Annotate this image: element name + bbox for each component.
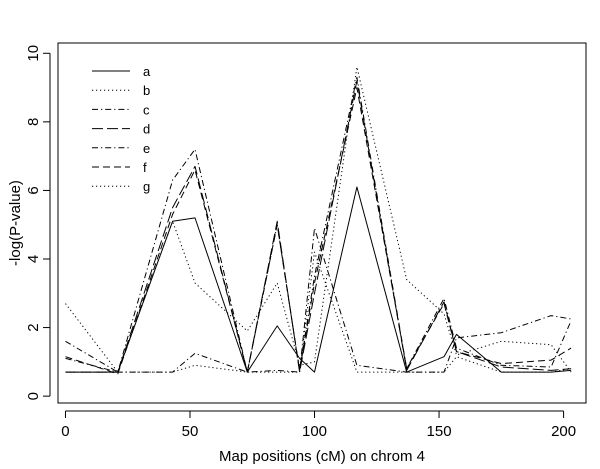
y-axis: 0 2 4 6 8 10 xyxy=(25,45,51,400)
legend-label-c: c xyxy=(143,102,150,117)
legend-label-g: g xyxy=(143,179,150,194)
y-tick-label: 0 xyxy=(25,392,42,400)
y-tick-label: 6 xyxy=(25,186,42,194)
y-axis-label: -log(P-value) xyxy=(7,180,24,266)
legend-label-a: a xyxy=(143,64,151,79)
series-line-f xyxy=(65,87,572,375)
plot-frame xyxy=(57,42,587,404)
y-tick-label: 10 xyxy=(25,45,42,62)
legend-label-b: b xyxy=(143,83,150,98)
series-line-g xyxy=(65,251,572,373)
series-line-d xyxy=(65,80,572,373)
y-tick-label: 2 xyxy=(25,323,42,331)
series-line-e xyxy=(65,76,572,373)
series-line-b xyxy=(65,66,572,373)
series-layer xyxy=(65,66,572,375)
x-tick-label: 150 xyxy=(427,423,452,440)
x-tick-label: 0 xyxy=(61,423,69,440)
y-tick-label: 4 xyxy=(25,255,42,263)
x-axis: 0 50 100 150 200 xyxy=(61,410,576,440)
series-line-a xyxy=(65,186,572,373)
legend-label-d: d xyxy=(143,122,150,137)
x-tick-label: 100 xyxy=(302,423,327,440)
legend-label-e: e xyxy=(143,141,150,156)
series-line-c xyxy=(65,227,572,373)
x-axis-label: Map positions (cM) on chrom 4 xyxy=(219,448,425,465)
x-tick-label: 200 xyxy=(551,423,576,440)
x-tick-label: 50 xyxy=(182,423,199,440)
y-tick-label: 8 xyxy=(25,118,42,126)
legend-label-f: f xyxy=(143,160,147,175)
